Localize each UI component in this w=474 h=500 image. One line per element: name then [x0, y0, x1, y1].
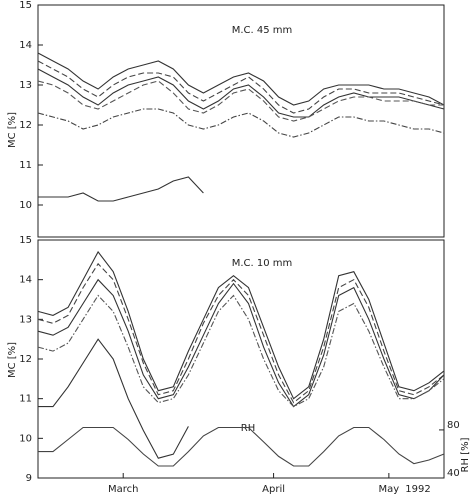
- year-label: 1992: [405, 484, 430, 495]
- y-tick-label: 12: [19, 354, 32, 365]
- x-tick-label: April: [262, 484, 285, 495]
- y-tick-label: 10: [19, 200, 32, 211]
- data-line: [37, 80, 444, 122]
- y-axis-label: MC [%]: [7, 342, 18, 378]
- data-line: [38, 426, 445, 467]
- panel-title: M.C. 45 mm: [232, 25, 293, 36]
- data-line: [37, 68, 445, 118]
- y2-axis-label: RH [%]: [460, 437, 471, 472]
- y-tick-label: 13: [19, 80, 32, 91]
- y-tick-label: 13: [19, 314, 32, 325]
- data-line: [37, 278, 445, 408]
- y-axis-label: MC [%]: [7, 112, 18, 148]
- y-tick-label: 10: [19, 433, 32, 444]
- x-tick-label: March: [108, 484, 138, 495]
- x-tick-label: May: [379, 484, 400, 495]
- data-line: [37, 250, 445, 400]
- y-tick-label: 11: [19, 160, 32, 171]
- y2-tick-label: 80: [447, 420, 460, 431]
- y-tick-label: 15: [19, 235, 32, 246]
- y-tick-label: 9: [26, 473, 32, 484]
- y-tick-label: 14: [19, 40, 32, 51]
- panel-frame: [37, 239, 445, 479]
- data-line: [37, 262, 445, 404]
- data-line: [37, 52, 445, 106]
- data-line: [37, 108, 445, 138]
- annotation: RH: [241, 423, 255, 434]
- data-line: [38, 338, 189, 459]
- panel-frame: [37, 4, 445, 238]
- y-tick-label: 11: [19, 394, 32, 405]
- y-tick-label: 12: [19, 120, 32, 131]
- data-line: [37, 60, 445, 114]
- y-tick-label: 15: [19, 0, 32, 11]
- panel-title: M.C. 10 mm: [232, 258, 293, 269]
- data-line: [37, 294, 445, 408]
- y2-tick-label: 40: [447, 468, 460, 479]
- y-tick-label: 14: [19, 275, 32, 286]
- data-line: [38, 176, 204, 202]
